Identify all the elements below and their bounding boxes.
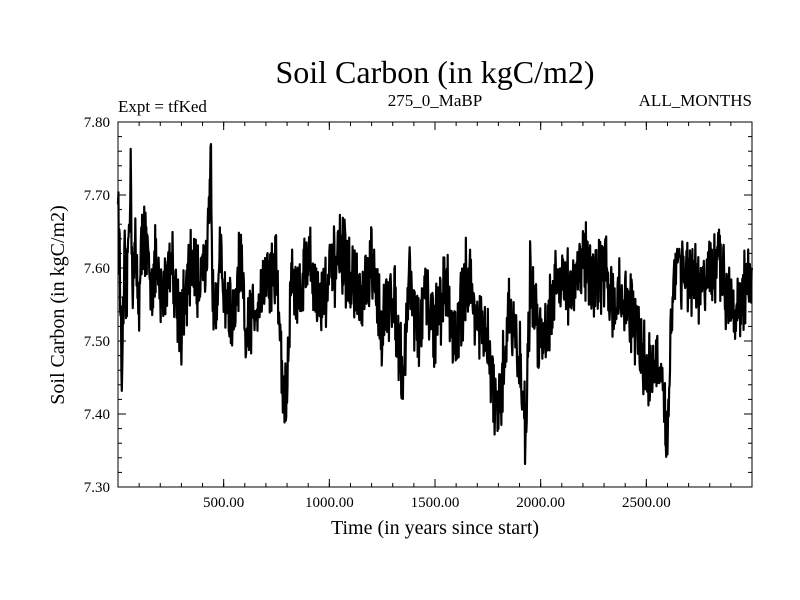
y-tick-label: 7.70 — [84, 188, 110, 204]
subtitle-right: ALL_MONTHS — [639, 91, 752, 110]
x-tick-label: 1500.00 — [411, 495, 460, 511]
x-axis-label: Time (in years since start) — [331, 517, 539, 539]
subtitle-center: 275_0_MaBP — [388, 91, 482, 110]
x-tick-label: 1000.00 — [305, 495, 354, 511]
chart-title: Soil Carbon (in kgC/m2) — [275, 54, 594, 90]
subtitle-left: Expt = tfKed — [118, 97, 207, 116]
y-tick-label: 7.80 — [84, 115, 110, 131]
axes-layer: 7.30 7.40 7.50 7.60 7.70 7.80 500.00 1000.00 150… — [84, 115, 753, 511]
y-tick-label: 7.40 — [84, 407, 110, 423]
x-tick-label: 500.00 — [203, 495, 244, 511]
x-tick-label: 2000.00 — [516, 495, 565, 511]
series-layer — [116, 142, 754, 466]
y-tick-label: 7.50 — [84, 334, 110, 350]
y-axis-label: Soil Carbon (in kgC/m2) — [47, 205, 69, 404]
series-line — [116, 142, 754, 466]
x-tick-label: 2500.00 — [622, 495, 671, 511]
y-tick-label: 7.30 — [84, 480, 110, 496]
y-tick-label: 7.60 — [84, 261, 110, 277]
